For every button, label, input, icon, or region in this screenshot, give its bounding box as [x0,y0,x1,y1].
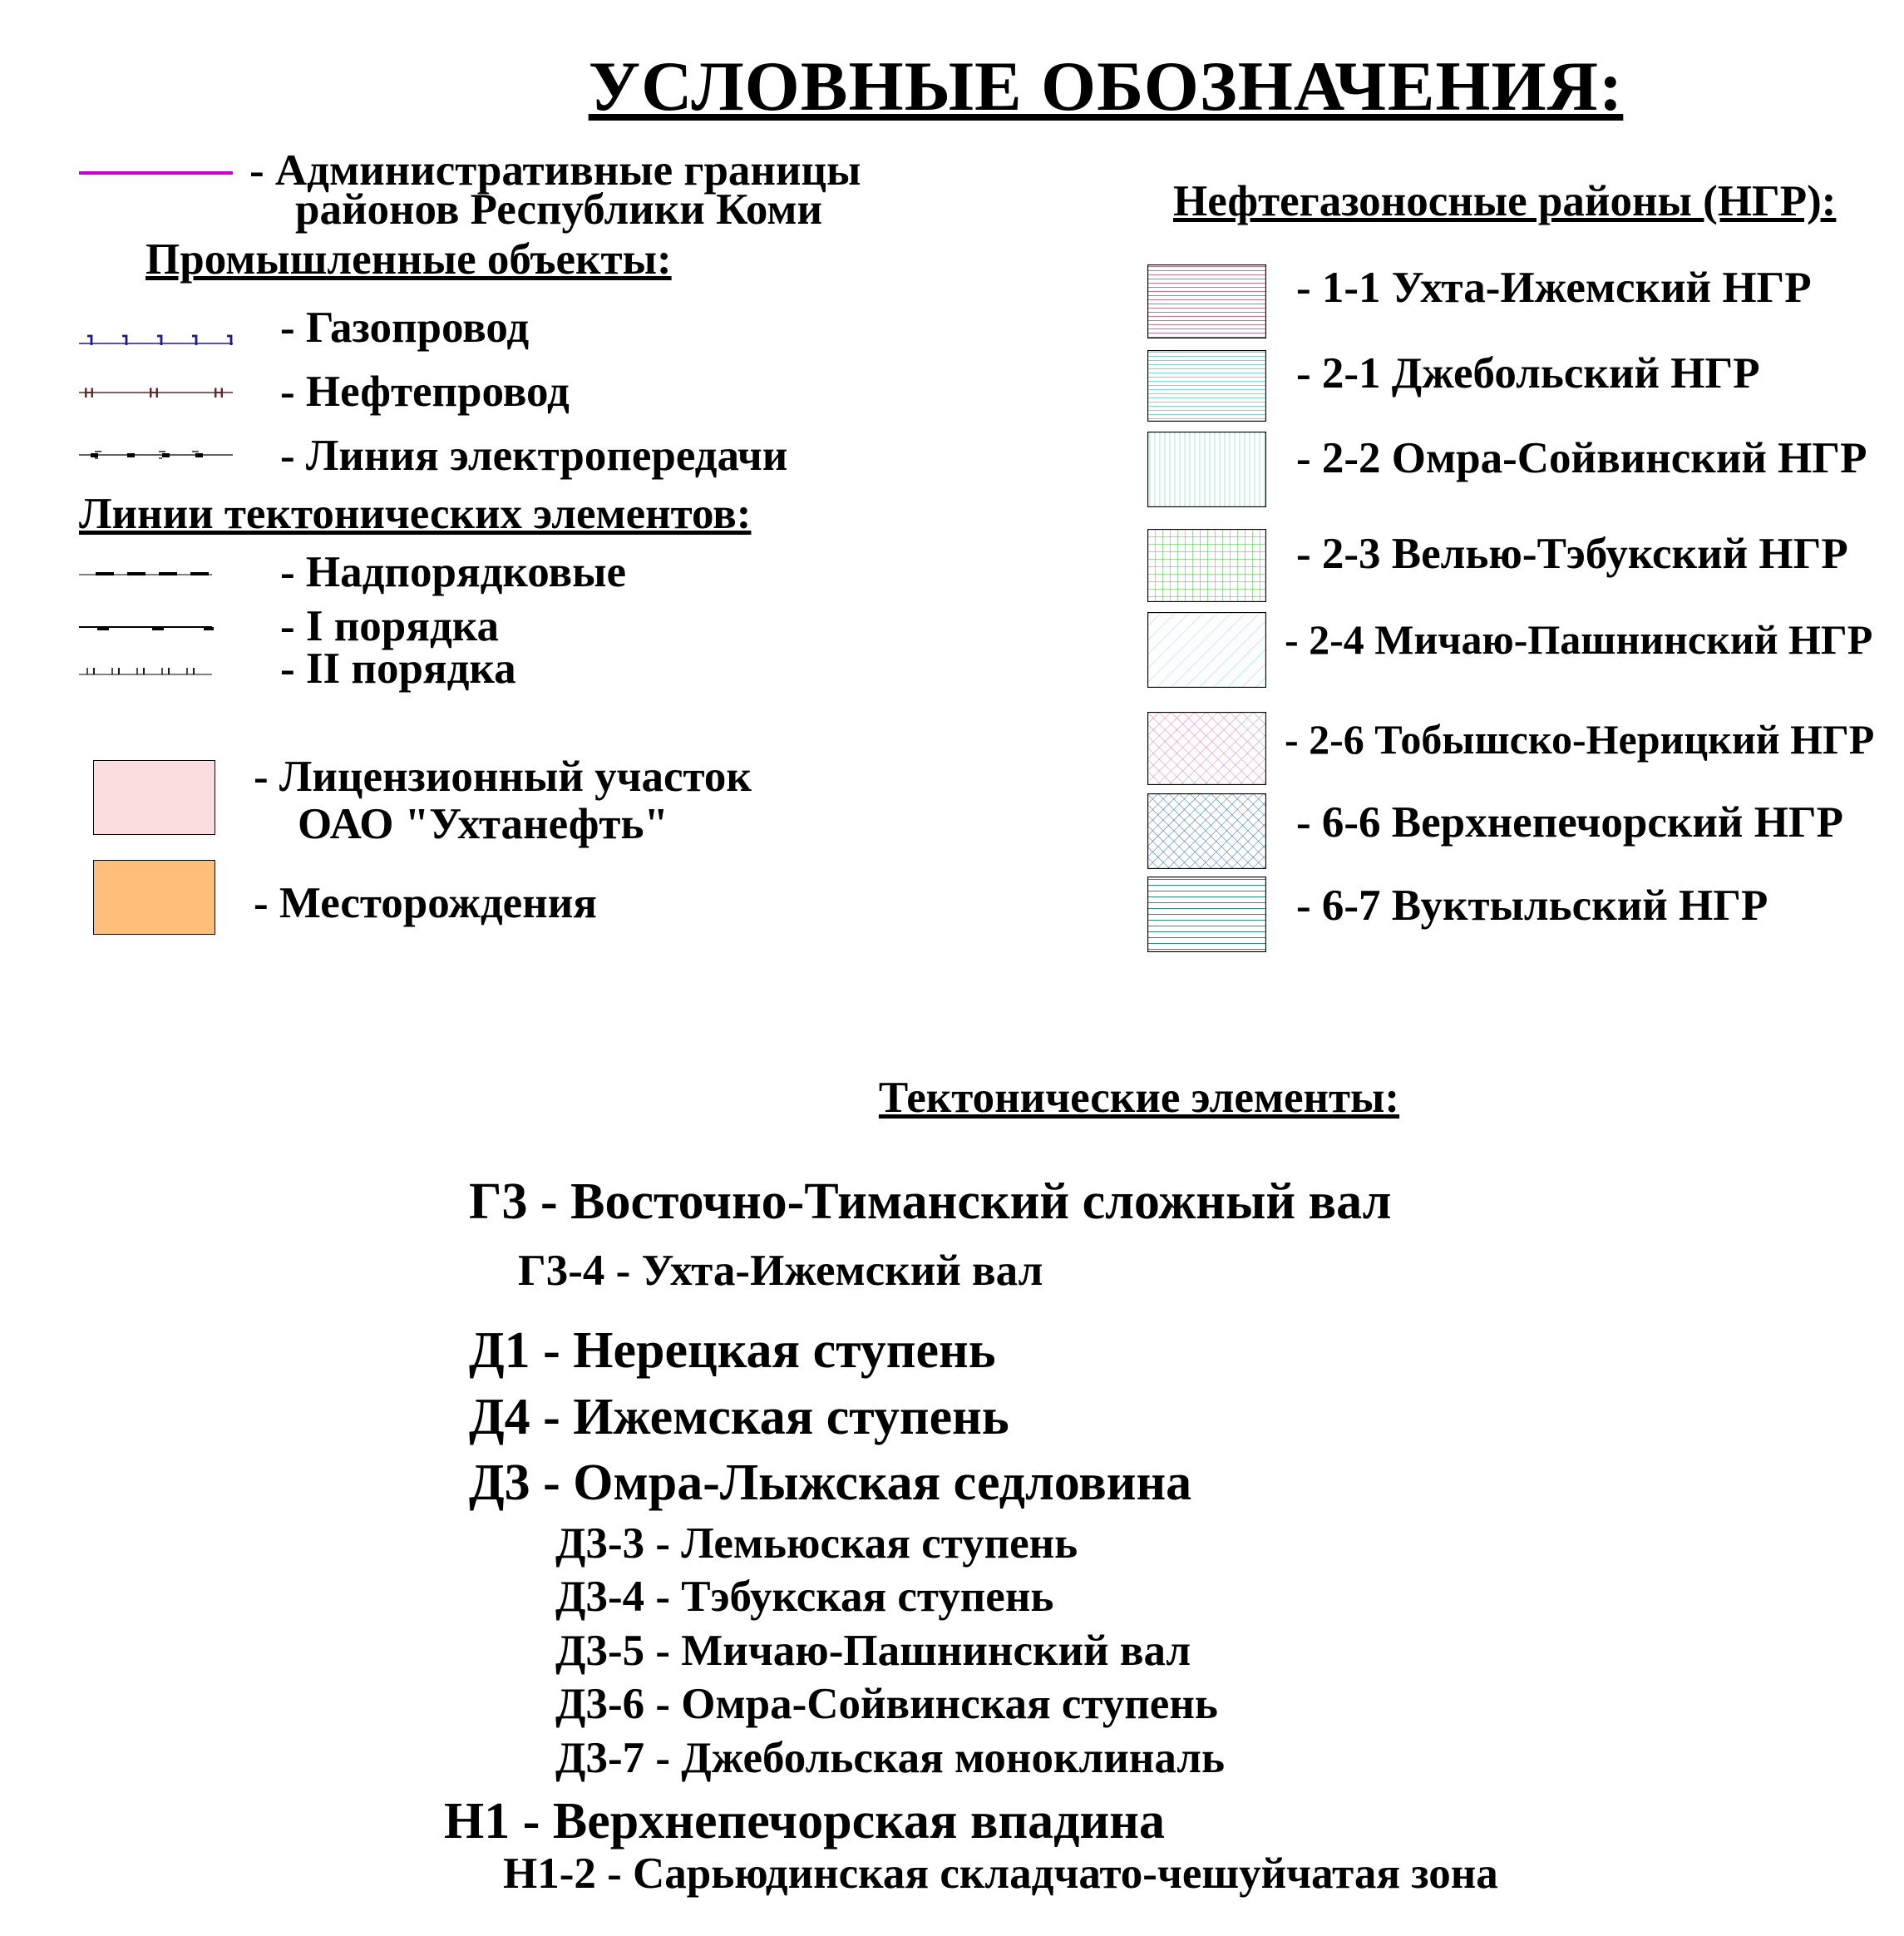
svg-text:Н: Н [149,385,159,401]
svg-text:Н: Н [214,385,224,401]
svg-text:Н: Н [84,385,94,401]
